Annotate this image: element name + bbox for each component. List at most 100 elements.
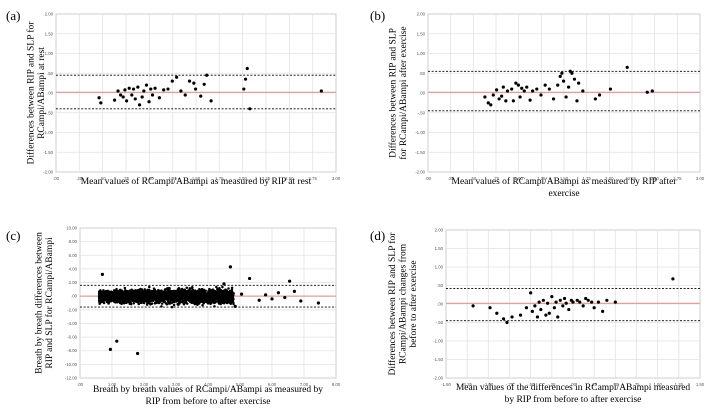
data-point xyxy=(215,285,218,289)
data-point xyxy=(240,292,244,296)
x-tick-label: -1.50 xyxy=(441,382,451,387)
y-axis-label: RIP and SLP for RCampi/ABampi xyxy=(44,237,55,369)
data-point xyxy=(213,305,216,308)
x-tick-label: .50 xyxy=(612,382,619,387)
data-point xyxy=(564,95,568,99)
data-point xyxy=(510,87,514,91)
data-point xyxy=(166,287,170,291)
data-point xyxy=(592,306,596,310)
data-point xyxy=(209,99,213,103)
data-point xyxy=(178,296,181,300)
data-point xyxy=(166,87,170,91)
y-tick-label: 4.00 xyxy=(69,266,78,271)
x-tick-label: 1.25 xyxy=(537,176,546,181)
y-tick-label: 10.00 xyxy=(66,226,77,231)
y-tick-label: .00 xyxy=(47,91,54,96)
data-point xyxy=(233,304,237,309)
data-point xyxy=(128,298,131,301)
data-point xyxy=(550,295,554,299)
data-point xyxy=(126,289,130,293)
data-point xyxy=(497,97,501,101)
data-point xyxy=(227,287,230,290)
x-tick-label: 2.75 xyxy=(308,176,317,181)
x-tick-label: 7.00 xyxy=(300,382,309,387)
data-point xyxy=(151,290,155,293)
data-point xyxy=(214,290,217,293)
data-point xyxy=(514,81,518,85)
panel-c: .00 1.00 2.00 3.00 4.00 5.00 6.00 7.00 8.00 10.00… xyxy=(6,226,341,408)
panel-b: .00 .25 .50 .75 1.00 1.25 1.50 1.75 2.00 2.25 2.50… xyxy=(370,8,705,199)
data-point xyxy=(551,97,556,101)
data-point xyxy=(108,347,112,351)
data-point xyxy=(546,301,550,305)
data-point xyxy=(206,294,209,297)
data-point xyxy=(214,297,218,301)
y-tick-label: -1.00 xyxy=(43,130,53,135)
data-point xyxy=(495,88,499,92)
x-tick-label: 3.00 xyxy=(332,176,341,181)
data-point xyxy=(495,311,499,315)
x-tick-label: .75 xyxy=(493,176,500,181)
data-point xyxy=(196,300,199,303)
data-point xyxy=(137,103,142,107)
data-point xyxy=(596,300,601,304)
data-point xyxy=(543,83,547,87)
data-point xyxy=(558,298,562,302)
data-point xyxy=(98,291,102,295)
data-point xyxy=(541,298,545,302)
x-tick-label: -1.00 xyxy=(483,382,493,387)
data-point xyxy=(110,291,114,294)
data-point xyxy=(212,290,215,293)
x-axis-label: exercise xyxy=(548,189,579,199)
data-point xyxy=(136,294,139,297)
x-tick-label: 1.00 xyxy=(145,176,154,181)
x-axis-label: by RIP from before to after exercise xyxy=(505,394,642,405)
data-point xyxy=(593,97,597,101)
data-point xyxy=(142,290,146,294)
y-tick-label: 2.00 xyxy=(69,280,78,285)
data-point xyxy=(228,265,232,269)
data-point xyxy=(180,291,183,294)
data-point xyxy=(98,295,102,298)
data-point xyxy=(288,279,292,283)
data-point xyxy=(189,296,193,300)
data-point xyxy=(147,298,150,302)
data-point xyxy=(216,293,219,296)
x-tick-label: 3.00 xyxy=(696,176,705,181)
data-point xyxy=(127,86,131,90)
x-tick-label: 1.25 xyxy=(675,382,684,387)
data-point xyxy=(147,291,150,294)
y-tick-label: -1.50 xyxy=(433,357,443,362)
data-point xyxy=(136,85,140,89)
data-point xyxy=(575,298,579,302)
y-tick-label: -1.50 xyxy=(415,150,425,155)
data-point xyxy=(123,292,127,296)
data-point xyxy=(501,317,506,321)
data-point xyxy=(230,301,234,304)
data-point xyxy=(547,87,551,91)
data-point xyxy=(112,98,117,102)
data-point xyxy=(104,295,108,299)
y-tick-label: 2.00 xyxy=(417,12,426,17)
y-tick-label: 1.50 xyxy=(45,31,54,36)
data-point xyxy=(516,83,520,87)
data-point xyxy=(528,98,532,102)
data-point xyxy=(518,95,522,99)
data-point xyxy=(505,89,510,93)
data-point xyxy=(505,320,509,325)
data-point xyxy=(182,292,185,295)
x-tick-label: .00 xyxy=(425,176,432,181)
data-point xyxy=(531,89,535,93)
data-point xyxy=(182,296,185,300)
data-point xyxy=(173,298,177,301)
data-point xyxy=(145,303,149,306)
data-point xyxy=(143,294,146,297)
y-tick-label: -.50 xyxy=(46,110,54,115)
data-point xyxy=(650,89,654,93)
data-point xyxy=(200,290,203,293)
x-tick-label: .25 xyxy=(76,176,83,181)
data-point xyxy=(112,298,116,302)
data-point xyxy=(491,93,495,97)
data-point xyxy=(176,294,180,297)
data-point xyxy=(500,94,504,98)
